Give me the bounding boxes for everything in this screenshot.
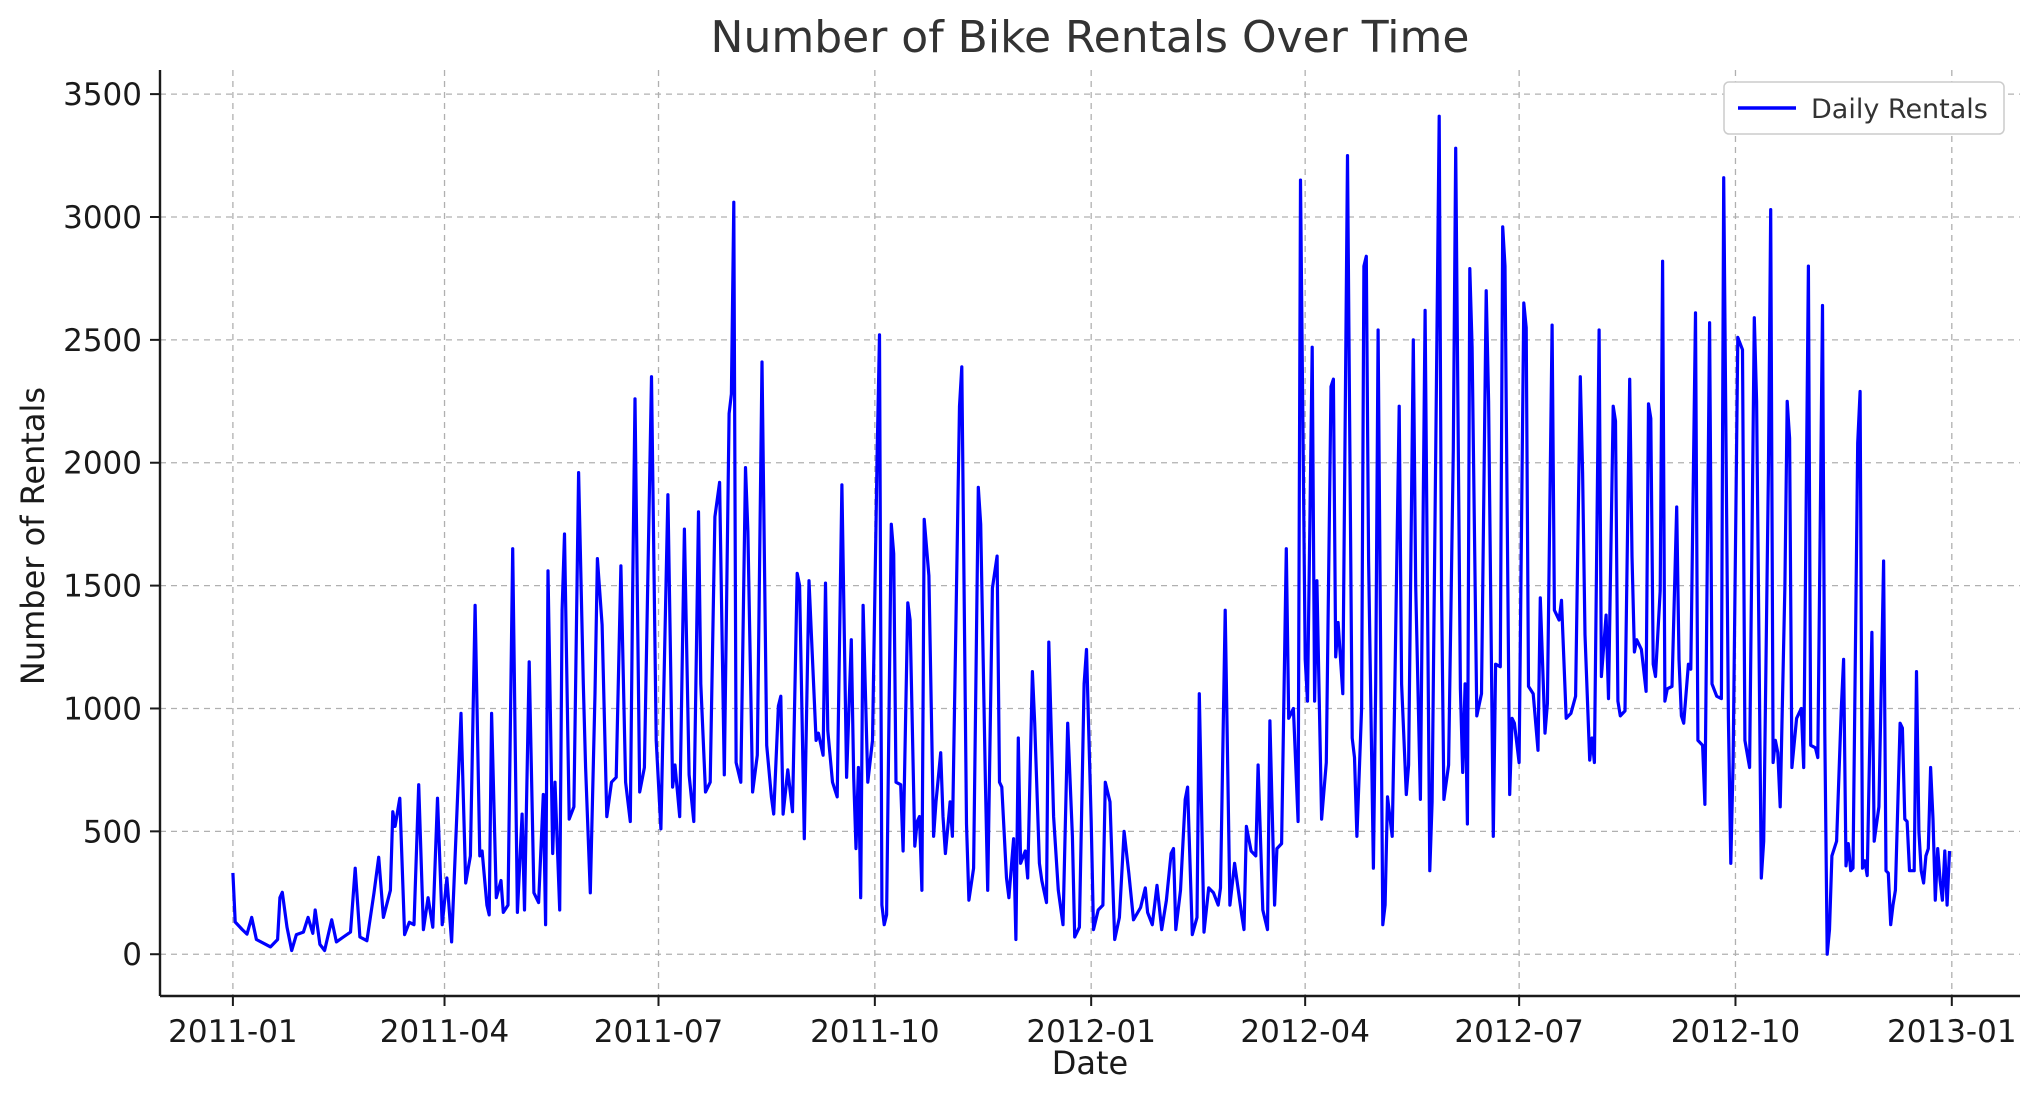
y-tick-label: 1000 xyxy=(63,691,142,727)
x-tick-label: 2012-07 xyxy=(1454,1014,1584,1050)
x-tick-label: 2012-04 xyxy=(1240,1014,1370,1050)
x-tick-label: 2012-01 xyxy=(1026,1014,1156,1050)
x-tick-label: 2013-01 xyxy=(1887,1014,2017,1050)
y-axis-label: Number of Rentals xyxy=(14,387,52,685)
y-tick-label: 0 xyxy=(122,937,142,973)
x-tick-label: 2011-10 xyxy=(810,1014,940,1050)
y-tick-label: 2500 xyxy=(63,323,142,359)
series-layer xyxy=(231,114,1952,956)
x-tick-label: 2011-01 xyxy=(168,1014,298,1050)
series-line-daily-rentals xyxy=(231,114,1952,956)
legend-box xyxy=(1723,81,2005,135)
x-axis-label: Date xyxy=(1052,1044,1128,1082)
y-tick-label: 3000 xyxy=(63,200,142,236)
x-tick-label: 2011-07 xyxy=(594,1014,724,1050)
x-tick-label: 2012-10 xyxy=(1671,1014,1801,1050)
y-tick-label: 3500 xyxy=(63,77,142,113)
axes: 2011-01 2011-04 2011-07 2011-10 2012-01 2012-… xyxy=(63,70,2020,1050)
legend: Daily Rentals xyxy=(1723,81,2005,135)
y-tick-label: 500 xyxy=(83,814,142,850)
y-tick-label: 1500 xyxy=(63,569,142,605)
legend-label-daily-rentals: Daily Rentals xyxy=(1811,94,1988,125)
x-tick-label: 2011-04 xyxy=(380,1014,510,1050)
chart-title: Number of Bike Rentals Over Time xyxy=(711,12,1470,63)
y-tick-label: 2000 xyxy=(63,446,142,482)
